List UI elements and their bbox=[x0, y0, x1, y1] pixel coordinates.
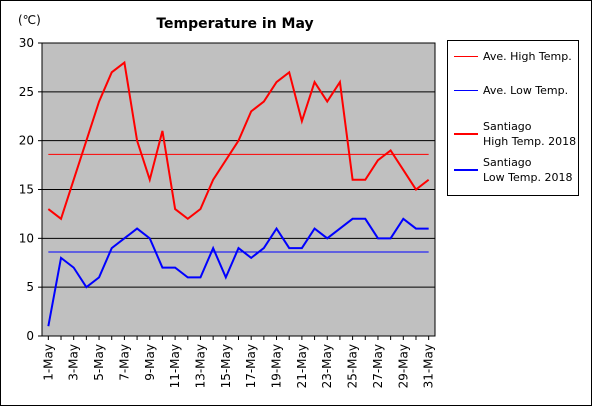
y-tick-label: 0 bbox=[26, 329, 34, 343]
y-tick-label: 20 bbox=[19, 134, 34, 148]
legend-swatch bbox=[454, 169, 478, 171]
x-tick-label: 21-May bbox=[295, 344, 309, 388]
legend: Ave. High Temp. Ave. Low Temp. Santiago Hi… bbox=[447, 40, 579, 196]
x-tick-label: 9-May bbox=[143, 344, 157, 381]
chart-title: Temperature in May bbox=[156, 16, 313, 32]
series-line bbox=[47, 60, 430, 221]
x-tick-label: 5-May bbox=[92, 344, 106, 381]
x-tick-label: 17-May bbox=[244, 344, 258, 388]
y-tick-label: 15 bbox=[19, 183, 34, 197]
legend-swatch bbox=[454, 56, 478, 57]
x-tick-label: 7-May bbox=[117, 344, 131, 381]
legend-label: Ave. High Temp. bbox=[483, 50, 572, 63]
legend-entry: Santiago Low Temp. 2018 bbox=[454, 155, 572, 185]
series-line bbox=[47, 217, 429, 327]
x-tick-label: 3-May bbox=[67, 344, 81, 381]
x-tick-label: 27-May bbox=[371, 344, 385, 388]
x-tick-label: 25-May bbox=[346, 344, 360, 388]
x-tick-label: 1-May bbox=[41, 344, 55, 381]
legend-label: Santiago Low Temp. 2018 bbox=[483, 156, 573, 184]
legend-entry: Ave. Low Temp. bbox=[454, 83, 568, 98]
x-tick-label: 19-May bbox=[270, 344, 284, 388]
y-unit: (℃) bbox=[18, 13, 41, 27]
legend-swatch bbox=[454, 133, 478, 135]
x-tick-label: 15-May bbox=[219, 344, 233, 388]
x-tick-label: 29-May bbox=[396, 344, 410, 388]
x-tick-label: 11-May bbox=[168, 344, 182, 388]
legend-label: Santiago High Temp. 2018 bbox=[483, 120, 577, 148]
legend-entry: Santiago High Temp. 2018 bbox=[454, 119, 576, 149]
x-tick-label: 23-May bbox=[320, 344, 334, 388]
x-tick-label: 31-May bbox=[422, 344, 436, 388]
y-tick-label: 10 bbox=[19, 231, 34, 245]
legend-entry: Ave. High Temp. bbox=[454, 49, 572, 64]
y-tick-label: 25 bbox=[19, 85, 34, 99]
x-tick-label: 13-May bbox=[193, 344, 207, 388]
legend-label: Ave. Low Temp. bbox=[483, 84, 569, 97]
y-tick-label: 5 bbox=[26, 280, 34, 294]
legend-swatch bbox=[454, 90, 478, 91]
y-tick-label: 30 bbox=[19, 36, 34, 50]
